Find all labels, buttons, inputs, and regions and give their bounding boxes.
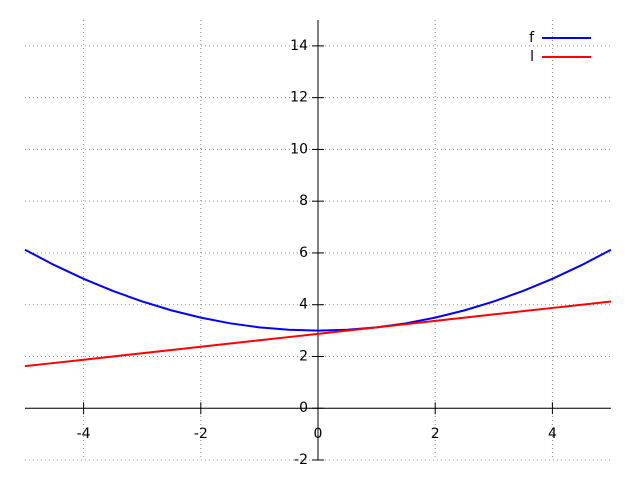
x-tick-label: -2 [194,426,208,442]
y-tick-label: 6 [299,245,308,261]
legend-label: f [529,30,535,46]
x-tick-label: 2 [431,426,440,442]
x-tick-label: -4 [77,426,91,442]
y-tick-label: -2 [294,452,308,468]
y-tick-label: 2 [299,348,308,364]
y-tick-label: 10 [290,141,308,157]
y-tick-label: 12 [290,90,308,106]
series-line [24,248,612,332]
x-tick-label: 4 [548,426,557,442]
y-tick-label: 8 [299,193,308,209]
y-tick-label: 4 [299,297,308,313]
series-line [24,300,612,368]
legend-label: l [530,49,534,65]
y-tick-label: 14 [290,38,308,54]
